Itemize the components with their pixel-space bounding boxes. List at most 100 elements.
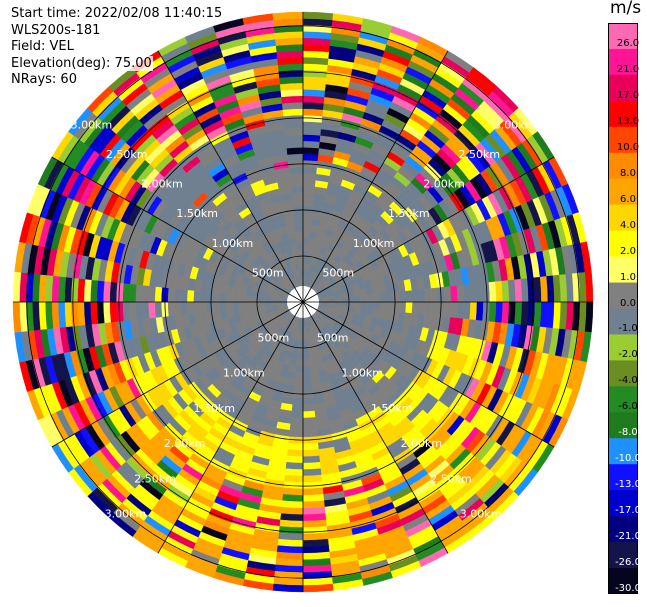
colorbar-tick-label: -8.0 bbox=[618, 427, 638, 439]
gate-cell bbox=[219, 301, 227, 311]
gate-cell bbox=[302, 449, 320, 457]
range-ring-label: 1.50km bbox=[176, 207, 218, 220]
start-time-label: Start time: 2022/02/08 11:40:15 bbox=[10, 6, 224, 21]
gate-cell bbox=[302, 108, 324, 117]
ppi-plot: 500m 500m 500m 500m 1.00km 1.00km 1.00km 1.00km… bbox=[12, 11, 594, 593]
gate-cell bbox=[475, 301, 484, 322]
gate-cell bbox=[264, 301, 272, 307]
gate-cell bbox=[286, 147, 304, 155]
colorbar-tick-label: -13.0 bbox=[615, 479, 641, 491]
gate-cell bbox=[128, 301, 137, 321]
gate-cell bbox=[386, 301, 394, 312]
azimuth-line bbox=[157, 301, 304, 554]
gate-cell bbox=[302, 378, 312, 386]
gate-cell bbox=[279, 519, 304, 528]
colorbar-segment bbox=[608, 48, 638, 76]
gate-cell bbox=[295, 230, 304, 239]
colorbar-tick-label: -2.0 bbox=[618, 349, 638, 361]
gate-cell bbox=[469, 283, 478, 303]
gate-cell bbox=[96, 301, 105, 324]
colorbar-tick-label: -26.0 bbox=[615, 557, 641, 569]
gate-cell bbox=[463, 284, 471, 303]
range-ring-label: 2.50km bbox=[134, 472, 176, 485]
gate-cell bbox=[293, 385, 304, 393]
range-ring-label: 500m bbox=[252, 266, 284, 279]
gate-cell bbox=[488, 301, 497, 323]
gate-cell bbox=[122, 301, 131, 322]
gate-cell bbox=[244, 301, 252, 309]
gate-cell bbox=[278, 526, 304, 535]
gate-cell bbox=[411, 289, 420, 303]
azimuth-line bbox=[302, 156, 555, 303]
gate-cell bbox=[302, 423, 317, 432]
gate-cell bbox=[353, 289, 361, 297]
gate-cell bbox=[373, 293, 381, 303]
gate-cell bbox=[225, 301, 233, 311]
range-ring-label: 1.00km bbox=[223, 367, 265, 380]
gate-cell bbox=[141, 284, 150, 303]
gate-cell bbox=[281, 494, 304, 502]
gate-cell bbox=[103, 280, 111, 303]
colorbar-segment bbox=[608, 178, 638, 206]
colorbar-segment bbox=[608, 23, 638, 50]
gate-cell bbox=[302, 192, 315, 200]
colorbar-tick-label: -10.0 bbox=[615, 453, 641, 465]
gate-cell bbox=[289, 417, 304, 425]
range-ring-label: 500m bbox=[317, 331, 349, 344]
gate-cell bbox=[83, 278, 92, 303]
colorbar-tick-label: 6.0 bbox=[620, 193, 636, 205]
gate-cell bbox=[456, 301, 465, 320]
gate-cell bbox=[302, 397, 314, 406]
gate-cell bbox=[463, 301, 471, 320]
gate-cell bbox=[302, 230, 311, 239]
gate-cell bbox=[302, 127, 322, 136]
gate-cell bbox=[302, 218, 312, 226]
gate-cell bbox=[135, 301, 143, 320]
gate-cell bbox=[302, 224, 312, 232]
gate-cell bbox=[373, 301, 381, 311]
gate-cell bbox=[302, 76, 327, 85]
gate-cell bbox=[366, 301, 375, 310]
colorbar-segment bbox=[608, 74, 638, 102]
gate-cell bbox=[533, 301, 542, 328]
range-ring-label: 2.50km bbox=[459, 148, 501, 161]
gate-cell bbox=[302, 327, 307, 335]
gate-cell bbox=[302, 63, 329, 72]
gate-cell bbox=[64, 301, 73, 328]
velocity-field bbox=[12, 11, 594, 593]
gate-cell bbox=[302, 102, 325, 110]
gate-cell bbox=[302, 526, 328, 535]
gate-cell bbox=[284, 468, 304, 477]
colorbar-segment bbox=[608, 152, 638, 180]
colorbar-segment bbox=[608, 126, 638, 154]
gate-cell bbox=[285, 134, 304, 142]
gate-cell bbox=[302, 513, 327, 522]
gate-cell bbox=[288, 166, 304, 175]
gate-cell bbox=[495, 280, 503, 303]
gate-cell bbox=[109, 281, 118, 303]
gate-cell bbox=[533, 276, 542, 303]
colorbar-segment bbox=[608, 230, 638, 258]
gate-cell bbox=[302, 237, 310, 245]
gate-cell bbox=[287, 442, 304, 451]
gate-cell bbox=[430, 301, 439, 317]
gate-cell bbox=[501, 280, 510, 303]
gate-cell bbox=[154, 286, 163, 303]
gate-cell bbox=[289, 423, 304, 432]
colorbar-tick-label: -30.0 bbox=[615, 583, 641, 595]
elevation-label: Elevation(deg): 75.00 bbox=[10, 55, 153, 71]
gate-cell bbox=[488, 281, 497, 303]
gate-cell bbox=[277, 532, 304, 541]
colorbar-tick-label: 21.0 bbox=[616, 63, 640, 75]
range-ring-label: 1.00km bbox=[212, 237, 254, 250]
instrument-label: WLS200s-181 bbox=[10, 22, 102, 38]
gate-cell bbox=[366, 294, 375, 303]
gate-cell bbox=[294, 218, 304, 226]
gate-cell bbox=[302, 185, 316, 194]
gate-cell bbox=[308, 352, 316, 360]
gate-cell bbox=[285, 140, 304, 149]
gate-cell bbox=[302, 417, 317, 425]
range-ring-label: 2.50km bbox=[106, 148, 148, 161]
gate-cell bbox=[302, 166, 318, 175]
nrays-label: NRays: 60 bbox=[10, 72, 78, 87]
